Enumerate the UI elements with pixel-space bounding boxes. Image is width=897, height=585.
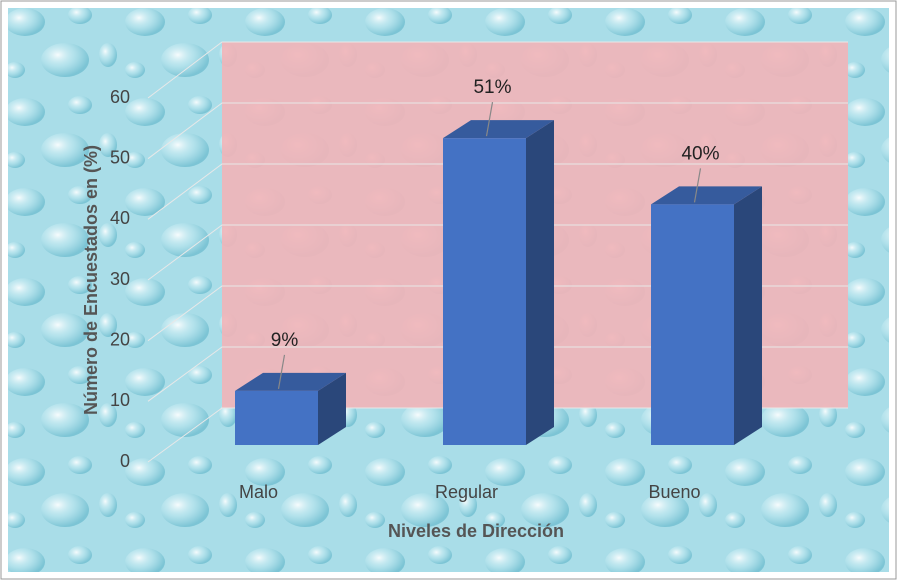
x-axis-title: Niveles de Dirección	[388, 521, 564, 541]
bar-side	[734, 186, 762, 446]
grid-line	[147, 346, 848, 402]
leader-line	[693, 168, 702, 203]
bar-top	[443, 120, 554, 139]
bar-side	[318, 372, 346, 445]
grid-line	[147, 102, 848, 160]
y-tick-label: 10	[110, 390, 130, 410]
bar-top	[235, 372, 346, 391]
y-axis-title: Número de Encuestados en (%)	[81, 145, 101, 415]
y-tick-label: 60	[110, 87, 130, 107]
data-label: 9%	[271, 330, 299, 351]
x-tick-label: Malo	[239, 482, 278, 502]
bar	[651, 204, 734, 445]
leader-line	[277, 354, 286, 389]
y-tick-label: 40	[110, 208, 130, 228]
y-tick-label: 0	[120, 451, 130, 471]
grid-line	[147, 285, 848, 342]
grid-line	[147, 163, 848, 220]
leader-line	[485, 102, 494, 137]
bar-top	[651, 186, 762, 205]
bar-side	[526, 120, 554, 446]
grid-line	[147, 41, 848, 99]
data-label: 51%	[473, 77, 511, 98]
grid-line	[147, 407, 848, 463]
grid-line	[147, 224, 848, 281]
x-tick-label: Regular	[435, 482, 498, 502]
y-tick-label: 30	[110, 269, 130, 289]
data-label: 40%	[681, 143, 719, 164]
y-tick-label: 20	[110, 329, 130, 349]
bar	[443, 138, 526, 445]
x-tick-label: Bueno	[648, 482, 700, 502]
y-tick-label: 50	[110, 147, 130, 167]
bar	[235, 390, 318, 445]
